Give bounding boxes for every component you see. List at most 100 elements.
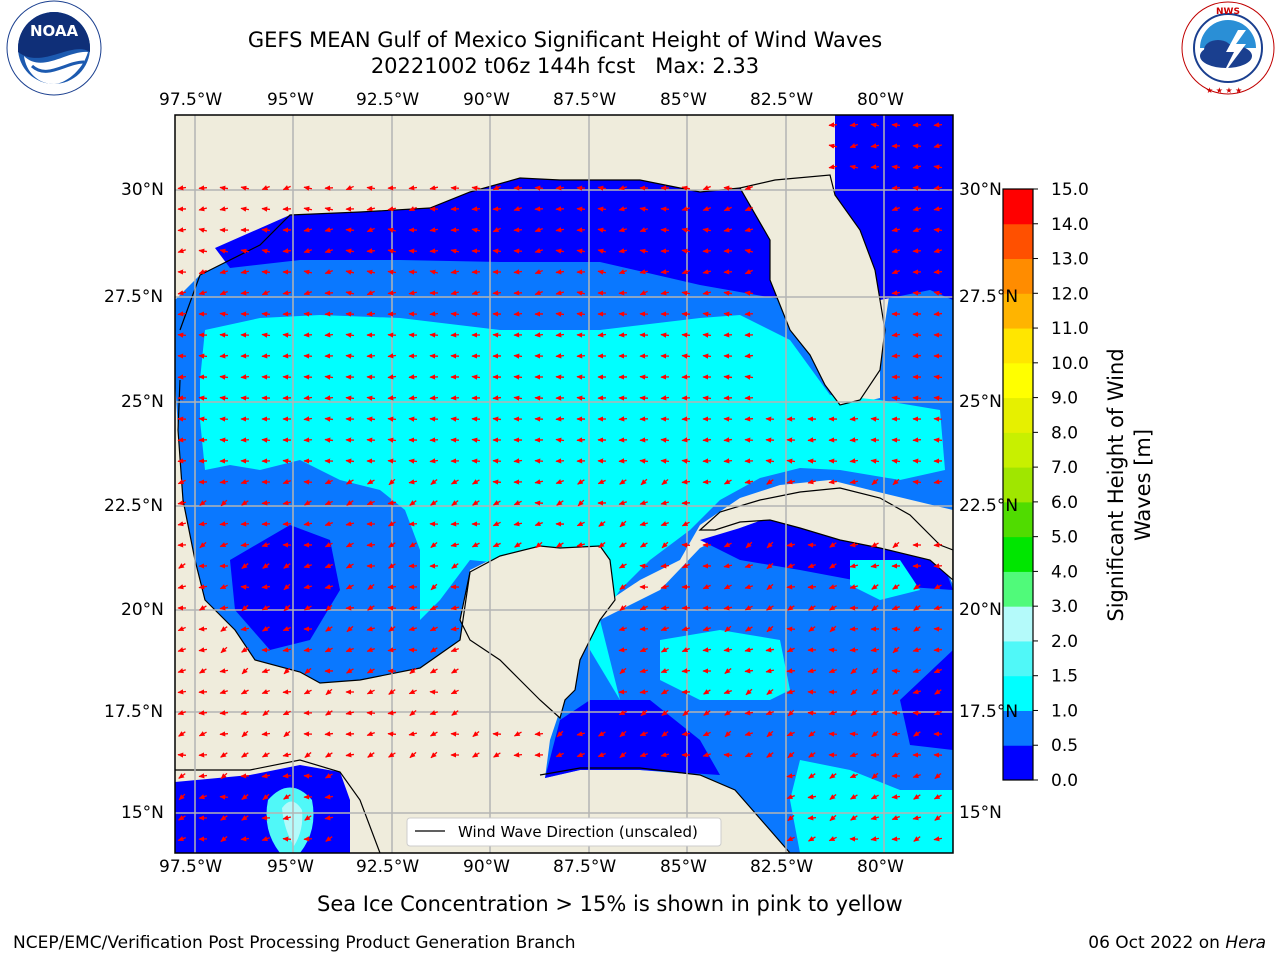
wind-wave-arrow — [219, 374, 229, 380]
wind-wave-arrow — [891, 752, 900, 758]
wind-wave-arrow — [555, 479, 564, 485]
wind-wave-arrow — [576, 374, 586, 380]
wind-wave-arrow — [724, 625, 732, 633]
wind-wave-arrow — [492, 416, 502, 422]
wind-wave-arrow — [912, 227, 921, 233]
sea-ice-caption: Sea Ice Concentration > 15% is shown in … — [317, 892, 903, 916]
wind-wave-arrow — [514, 542, 522, 548]
wind-wave-arrow — [849, 122, 859, 128]
wind-wave-arrow — [366, 269, 376, 275]
wind-wave-arrow — [240, 479, 249, 485]
lat-label-left: 30°N — [121, 180, 164, 200]
wind-wave-arrow — [639, 689, 649, 695]
wind-wave-arrow — [619, 751, 627, 759]
wind-wave-arrow — [870, 815, 880, 821]
wind-wave-arrow — [828, 668, 837, 674]
wind-wave-arrow — [556, 730, 564, 738]
wind-wave-arrow — [198, 227, 208, 233]
wind-wave-arrow — [198, 710, 208, 716]
colorbar-tick-label: 1.5 — [1051, 667, 1078, 687]
lon-label-top: 92.5°W — [356, 90, 420, 110]
wind-wave-arrow — [513, 395, 523, 401]
wind-wave-arrow — [450, 269, 460, 275]
wind-wave-arrow — [912, 437, 922, 443]
wind-wave-arrow — [198, 626, 208, 632]
wind-wave-arrow — [871, 584, 879, 590]
wind-wave-arrow — [828, 143, 838, 149]
florida-land — [739, 174, 886, 406]
lon-label-top: 95°W — [267, 90, 314, 110]
wind-wave-arrow — [597, 227, 607, 233]
wind-wave-arrow — [933, 143, 943, 149]
wind-wave-arrow — [807, 815, 817, 821]
wind-wave-arrow — [198, 773, 208, 779]
wind-wave-arrow — [178, 793, 186, 801]
wind-wave-arrow — [597, 206, 607, 212]
wind-wave-arrow — [345, 269, 355, 275]
lon-label-bottom: 82.5°W — [750, 857, 814, 877]
wind-wave-arrow — [849, 143, 858, 149]
wind-wave-arrow — [325, 836, 333, 842]
wind-wave-arrow — [513, 353, 523, 359]
colorbar-segment — [1003, 328, 1033, 364]
wind-wave-arrow — [807, 584, 817, 590]
wind-wave-arrow — [681, 563, 690, 569]
wind-wave-arrow — [787, 605, 795, 611]
wind-wave-arrow — [240, 542, 250, 548]
wind-wave-arrow — [430, 500, 438, 506]
wind-wave-arrow — [219, 185, 229, 191]
wind-wave-arrow — [618, 290, 628, 296]
wind-wave-arrow — [429, 458, 439, 464]
wind-wave-arrow — [891, 290, 901, 296]
wind-wave-arrow — [324, 647, 333, 653]
wind-wave-arrow — [492, 227, 501, 233]
colorbar: 0.0 0.5 1.0 1.5 2.0 3.0 4.0 5.0 6.0 7.0 8.0 9.0 10.0… — [1003, 180, 1089, 791]
colorbar-label-line2: Waves [m] — [1131, 429, 1155, 541]
wind-wave-arrow — [870, 164, 880, 170]
wind-wave-arrow — [639, 458, 649, 464]
wind-wave-arrow — [619, 605, 627, 611]
wind-wave-arrow — [576, 227, 586, 233]
wind-wave-arrow — [283, 794, 291, 800]
wind-wave-arrow — [177, 521, 187, 527]
colorbar-tick-label: 5.0 — [1051, 528, 1078, 548]
wind-wave-arrow — [870, 710, 879, 716]
wind-wave-arrow — [619, 584, 627, 590]
wind-wave-arrow — [555, 248, 565, 254]
wind-wave-arrow — [933, 647, 943, 653]
wind-wave-arrow — [472, 500, 480, 506]
wind-wave-arrow — [178, 731, 186, 737]
wind-wave-arrow — [177, 374, 187, 380]
wind-wave-arrow — [324, 374, 334, 380]
wind-wave-arrow — [702, 479, 712, 485]
wind-wave-arrow — [325, 752, 333, 758]
wind-wave-arrow — [639, 248, 649, 254]
wind-wave-arrow — [702, 752, 712, 758]
wind-wave-arrow — [807, 794, 817, 800]
wind-wave-arrow — [493, 752, 501, 758]
wind-wave-arrow — [303, 521, 313, 527]
wind-wave-arrow — [219, 794, 229, 800]
wind-wave-arrow — [912, 185, 922, 191]
colorbar-segment — [1003, 710, 1033, 746]
wind-wave-arrow — [618, 311, 628, 317]
yucatan-land — [459, 545, 616, 720]
wind-wave-arrow — [702, 227, 712, 233]
wind-wave-arrow — [324, 227, 334, 233]
wind-wave-arrow — [303, 500, 312, 506]
wind-wave-arrow — [786, 731, 795, 737]
wind-wave-arrow — [177, 752, 187, 758]
wind-wave-arrow — [681, 647, 690, 653]
wind-wave-arrow — [471, 458, 481, 464]
wind-wave-arrow — [660, 668, 669, 674]
wind-wave-arrow — [366, 542, 376, 548]
wind-wave-arrow — [892, 584, 900, 590]
footer-host: Hera — [1225, 933, 1266, 953]
wind-wave-arrow — [912, 353, 922, 359]
wind-wave-arrow — [177, 185, 187, 191]
wind-wave-arrow — [871, 772, 879, 780]
wind-wave-arrow — [303, 311, 313, 317]
wind-wave-arrow — [828, 479, 838, 485]
wind-wave-arrow — [282, 248, 292, 254]
